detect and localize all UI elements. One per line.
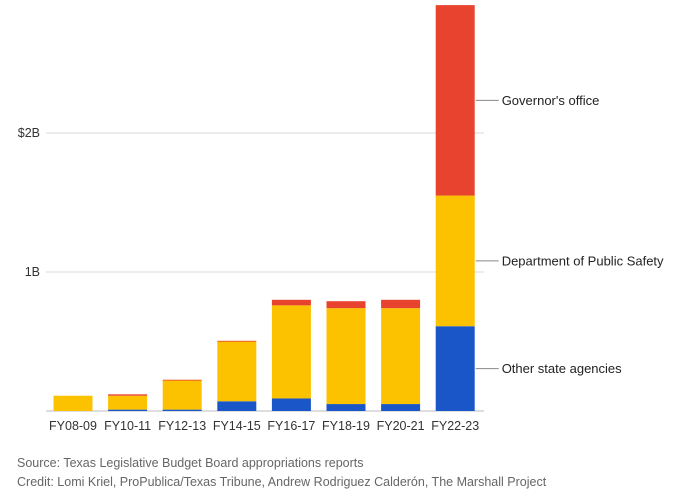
bar-segment-fy14-15-governor-s-office xyxy=(217,340,257,342)
bar-segment-fy10-11-department-of-public-safety xyxy=(108,395,148,410)
bar-segment-fy20-21-department-of-public-safety xyxy=(381,308,421,405)
y-tick-label: 1B xyxy=(25,265,40,279)
bar-segment-fy12-13-governor-s-office xyxy=(162,379,202,381)
bar-segment-fy14-15-department-of-public-safety xyxy=(217,341,257,402)
bar-segment-fy20-21-other-state-agencies xyxy=(381,404,421,411)
x-tick-label: FY16-17 xyxy=(267,419,315,433)
legend-label: Other state agencies xyxy=(502,361,622,376)
bar-segment-fy18-19-department-of-public-safety xyxy=(326,308,366,405)
legend-label: Department of Public Safety xyxy=(502,253,664,268)
bar-segment-fy16-17-other-state-agencies xyxy=(271,398,311,411)
x-tick-label: FY22-23 xyxy=(431,419,479,433)
bar-segment-fy22-23-department-of-public-safety xyxy=(435,195,475,327)
y-tick-label: $2B xyxy=(18,126,40,140)
x-tick-label: FY10-11 xyxy=(104,419,151,433)
bar-segment-fy18-19-other-state-agencies xyxy=(326,404,366,411)
source-note: Source: Texas Legislative Budget Board a… xyxy=(17,456,364,470)
bar-segment-fy12-13-department-of-public-safety xyxy=(162,380,202,410)
bar-segment-fy10-11-other-state-agencies xyxy=(108,409,148,411)
legend-label: Governor's office xyxy=(502,93,600,108)
x-tick-label: FY18-19 xyxy=(322,419,370,433)
bar-segment-fy22-23-governor-s-office xyxy=(435,5,475,196)
x-tick-label: FY20-21 xyxy=(377,419,425,433)
bar-segment-fy10-11-governor-s-office xyxy=(108,394,148,396)
x-tick-label: FY12-13 xyxy=(158,419,206,433)
x-tick-label: FY08-09 xyxy=(49,419,97,433)
bar-segment-fy14-15-other-state-agencies xyxy=(217,401,257,411)
bar-segment-fy20-21-governor-s-office xyxy=(381,299,421,309)
bar-segment-fy16-17-governor-s-office xyxy=(271,299,311,306)
bar-segment-fy22-23-other-state-agencies xyxy=(435,326,475,411)
stacked-bar-chart: 1B $2B FY08-09 FY10-11 FY12-13 FY14-15 FY16-17… xyxy=(18,5,664,433)
x-tick-label: FY14-15 xyxy=(213,419,261,433)
bar-segment-fy16-17-department-of-public-safety xyxy=(271,305,311,399)
credit-note: Credit: Lomi Kriel, ProPublica/Texas Tri… xyxy=(17,475,547,489)
bar-segment-fy08-09-department-of-public-safety xyxy=(53,395,93,411)
bar-segment-fy12-13-other-state-agencies xyxy=(162,409,202,411)
bar-segment-fy18-19-governor-s-office xyxy=(326,301,366,309)
